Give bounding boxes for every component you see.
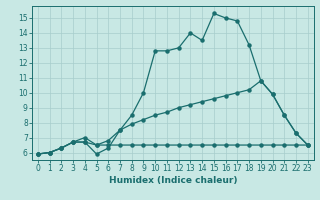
- X-axis label: Humidex (Indice chaleur): Humidex (Indice chaleur): [108, 176, 237, 185]
